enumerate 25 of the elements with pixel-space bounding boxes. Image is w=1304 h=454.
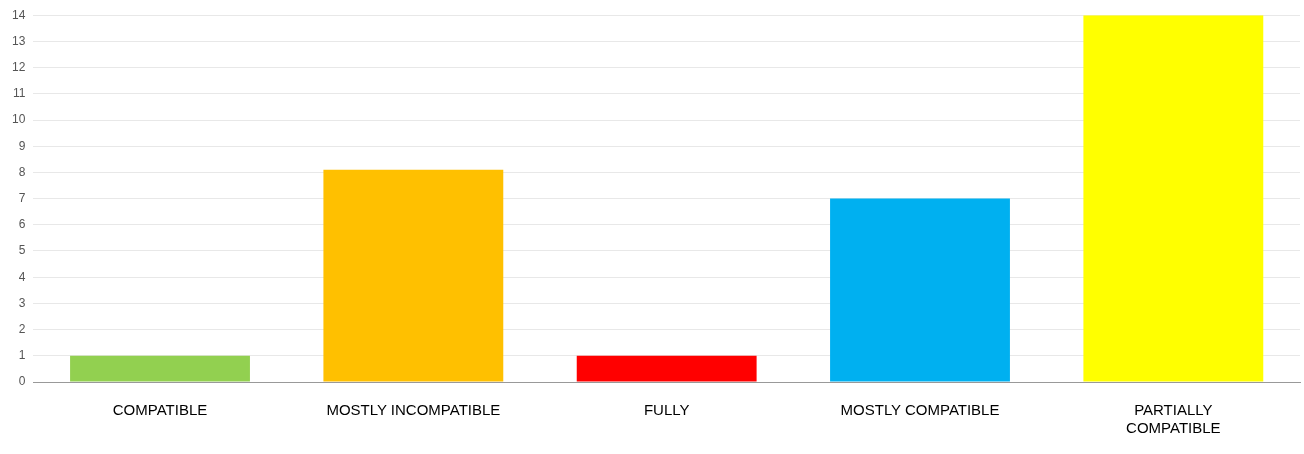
x-tick-label: COMPATIBLE — [112, 401, 208, 419]
y-tick-label: 13 — [11, 33, 26, 48]
y-tick-label: 10 — [11, 112, 26, 127]
x-tick-label: MOSTLY COMPATIBLE — [840, 401, 1000, 419]
y-tick-label: 11 — [12, 86, 26, 101]
y-tick-label: 6 — [18, 217, 26, 232]
bar — [1083, 15, 1264, 382]
y-tick-label: 5 — [18, 243, 26, 258]
x-tick-label: MOSTLY INCOMPATIBLE — [326, 401, 501, 419]
y-tick-label: 3 — [18, 295, 26, 310]
y-tick-label: 12 — [11, 59, 26, 74]
y-tick-label: 1 — [18, 348, 26, 363]
bar — [70, 355, 250, 382]
y-tick-label: 0 — [18, 374, 26, 389]
y-tick-label: 7 — [18, 190, 26, 205]
bar — [323, 169, 504, 382]
y-tick-label: 4 — [18, 269, 26, 284]
x-tick-label: FULLY — [643, 401, 690, 419]
bar — [830, 198, 1010, 382]
y-tick-label: 8 — [18, 164, 26, 179]
x-tick-label: PARTIALLY COMPATIBLE — [1126, 401, 1221, 437]
y-tick-label: 2 — [18, 321, 26, 336]
y-tick-label: 14 — [11, 7, 26, 22]
bar — [576, 355, 757, 382]
y-tick-label: 9 — [18, 138, 26, 153]
